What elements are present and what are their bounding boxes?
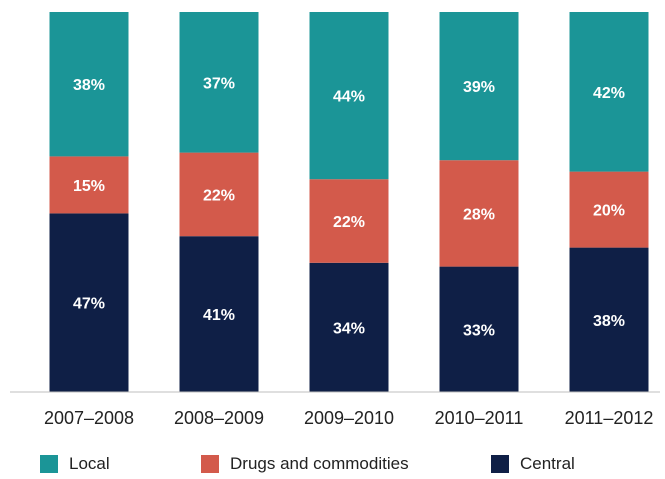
data-label-central-2008-2009: 41% (203, 307, 235, 324)
x-tick-label-2010-2011: 2010–2011 (435, 408, 524, 428)
x-tick-label-2009-2010: 2009–2010 (304, 408, 394, 428)
data-labels-group: 47% 15% 38% 41% 22% 37% 34% 22% 44% 33% 28% 39% 38% 2… (73, 75, 625, 339)
data-label-local-2009-2010: 44% (333, 89, 365, 106)
bar-segment-central-2010-2011 (439, 266, 519, 392)
bar-segment-drugs-and-commodities-2008-2009 (179, 152, 259, 237)
data-label-central-2010-2011: 33% (463, 322, 495, 339)
x-tick-label-2007-2008: 2007–2008 (44, 408, 134, 428)
data-label-central-2011-2012: 38% (593, 313, 625, 330)
bar-segment-local-2010-2011 (439, 12, 519, 161)
data-label-drugs-and-commodities-2011-2012: 20% (593, 203, 625, 220)
bar-segment-drugs-and-commodities-2007-2008 (49, 156, 129, 214)
bar-segment-drugs-and-commodities-2011-2012 (569, 171, 649, 248)
data-label-local-2008-2009: 37% (203, 75, 235, 92)
bar-segment-central-2009-2010 (309, 262, 389, 392)
legend-swatch-local (40, 455, 58, 473)
legend-item-drugs-and-commodities: Drugs and commodities (201, 454, 409, 474)
data-label-central-2007-2008: 47% (73, 296, 105, 313)
legend-item-local: Local (40, 454, 110, 474)
data-label-drugs-and-commodities-2010-2011: 28% (463, 206, 495, 223)
legend-swatch-drugs-and-commodities (201, 455, 219, 473)
legend-label-central: Central (520, 454, 575, 473)
x-tick-label-2008-2009: 2008–2009 (174, 408, 264, 428)
data-label-drugs-and-commodities-2008-2009: 22% (203, 187, 235, 204)
data-label-local-2007-2008: 38% (73, 77, 105, 94)
bar-segment-central-2011-2012 (569, 247, 649, 392)
legend-label-local: Local (69, 454, 110, 473)
bar-segment-drugs-and-commodities-2010-2011 (439, 160, 519, 267)
bar-segment-local-2007-2008 (49, 12, 129, 157)
bar-segment-central-2008-2009 (179, 236, 259, 392)
bar-segment-central-2007-2008 (49, 213, 129, 392)
data-label-local-2011-2012: 42% (593, 85, 625, 102)
bar-segment-drugs-and-commodities-2009-2010 (309, 179, 389, 263)
data-label-drugs-and-commodities-2009-2010: 22% (333, 214, 365, 231)
x-tick-label-2011-2012: 2011–2012 (565, 408, 654, 428)
legend-swatch-central (491, 455, 509, 473)
x-tick-labels-group: 2007–2008 2008–2009 2009–2010 2010–2011 2011… (44, 408, 653, 428)
data-label-local-2010-2011: 39% (463, 79, 495, 96)
bar-segment-local-2008-2009 (179, 12, 259, 153)
legend: Local Drugs and commodities Central (0, 454, 665, 476)
legend-label-drugs-and-commodities: Drugs and commodities (230, 454, 409, 473)
bars-group (49, 12, 649, 392)
legend-item-central: Central (491, 454, 575, 474)
bar-segment-local-2011-2012 (569, 12, 649, 172)
data-label-central-2009-2010: 34% (333, 320, 365, 337)
bar-segment-local-2009-2010 (309, 12, 389, 180)
data-label-drugs-and-commodities-2007-2008: 15% (73, 178, 105, 195)
